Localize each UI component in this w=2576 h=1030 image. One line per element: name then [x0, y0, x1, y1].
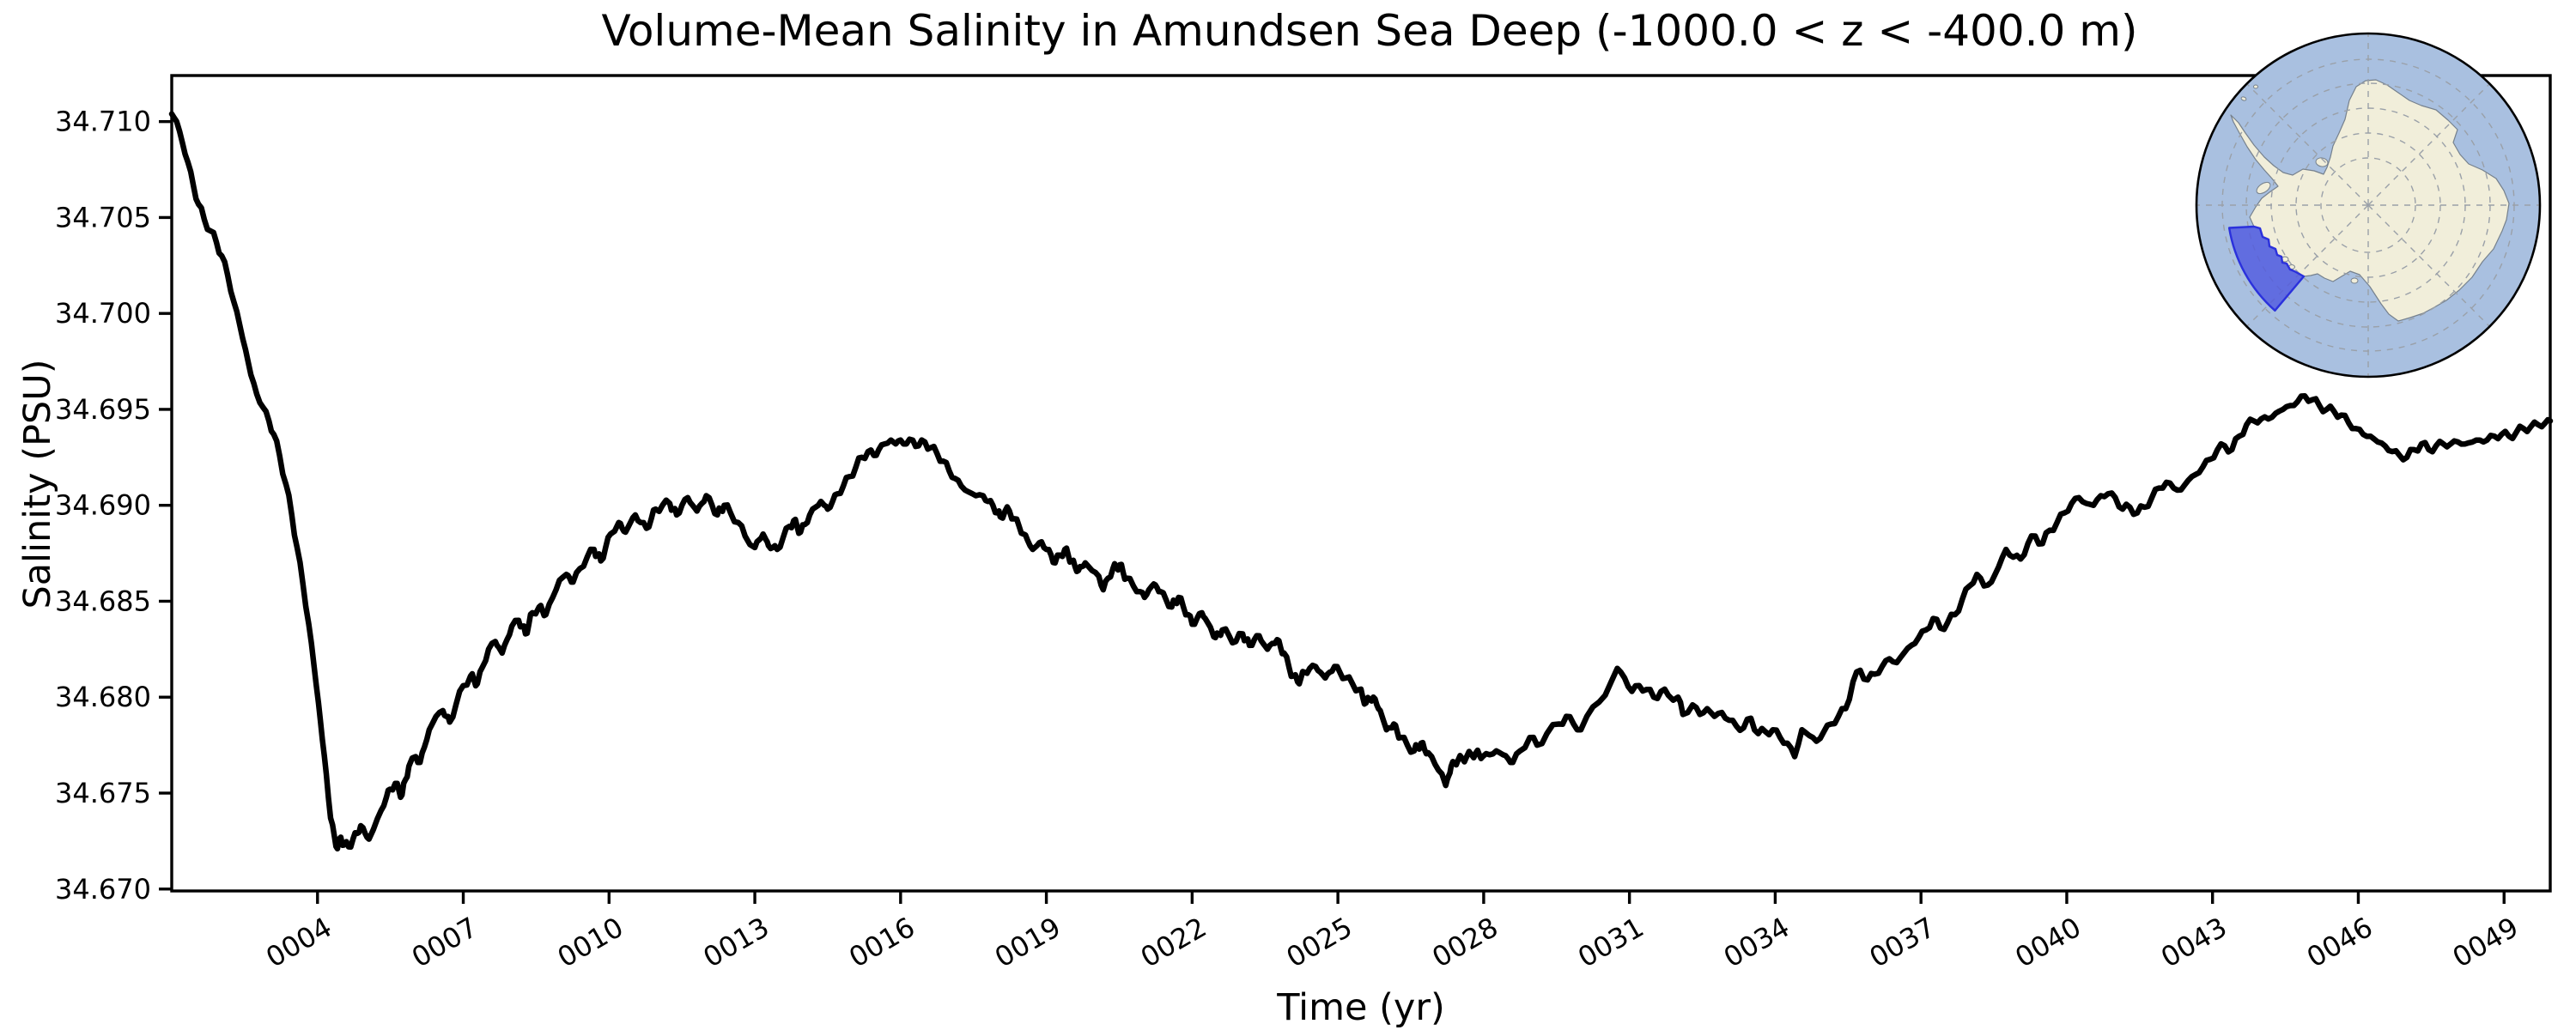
y-tick-label: 34.700	[55, 297, 151, 330]
x-tick-label: 0049	[2447, 911, 2524, 974]
graticule-meridian	[2367, 83, 2490, 206]
x-tick-label: 0010	[552, 911, 629, 974]
data-series	[168, 111, 2554, 852]
inset-map-group	[2195, 32, 2542, 379]
x-tick-label: 0043	[2155, 911, 2233, 974]
map-content	[2196, 33, 2540, 377]
y-tick-label: 34.690	[55, 489, 151, 522]
graticule-meridian	[2367, 204, 2490, 327]
x-tick-label: 0022	[1135, 911, 1212, 974]
chart-title: Volume-Mean Salinity in Amundsen Sea Dee…	[602, 6, 2138, 56]
inset-map-outline	[2195, 32, 2542, 379]
x-axis-label: Time (yr)	[1276, 986, 1445, 1029]
x-tick-label: 0019	[989, 911, 1066, 974]
axes: 0004 0007 0010 0013 0016 0019 0022 0025 0028 0031…	[55, 74, 2552, 974]
plot-area-border	[170, 74, 2552, 893]
island	[2240, 96, 2247, 101]
x-tick-label: 0028	[1426, 911, 1504, 974]
x-tick-label: 0016	[843, 911, 920, 974]
y-tick-label: 34.670	[55, 873, 151, 906]
island	[2253, 84, 2258, 89]
x-tick-label: 0037	[1864, 911, 1941, 974]
graticule-circle	[2320, 157, 2416, 253]
x-tick-label: 0040	[2009, 911, 2087, 974]
x-tick-label: 0046	[2301, 911, 2379, 974]
island	[2350, 277, 2359, 284]
y-tick-label: 34.675	[55, 777, 151, 809]
y-tick-label: 34.710	[55, 106, 151, 138]
x-tick-label: 0013	[698, 911, 775, 974]
x-tick-label: 0034	[1718, 911, 1795, 974]
y-tick-label: 34.685	[55, 585, 151, 617]
x-tick-label: 0004	[260, 911, 337, 974]
x-tick-label: 0031	[1572, 911, 1649, 974]
y-tick-label: 34.705	[55, 201, 151, 233]
salinity-line	[168, 111, 2554, 852]
x-tick-label: 0007	[406, 911, 483, 974]
y-tick-label: 34.695	[55, 393, 151, 426]
inset-map-antarctica	[2195, 32, 2542, 379]
x-tick-label: 0025	[1281, 911, 1358, 974]
island	[2256, 181, 2271, 195]
y-axis-label: Salinity (PSU)	[16, 360, 59, 609]
island	[2315, 157, 2329, 167]
graticule-meridian	[2246, 204, 2369, 327]
amundsen-region-highlight	[2227, 225, 2306, 312]
graticule-meridian	[2246, 83, 2369, 206]
y-tick-label: 34.680	[55, 681, 151, 713]
